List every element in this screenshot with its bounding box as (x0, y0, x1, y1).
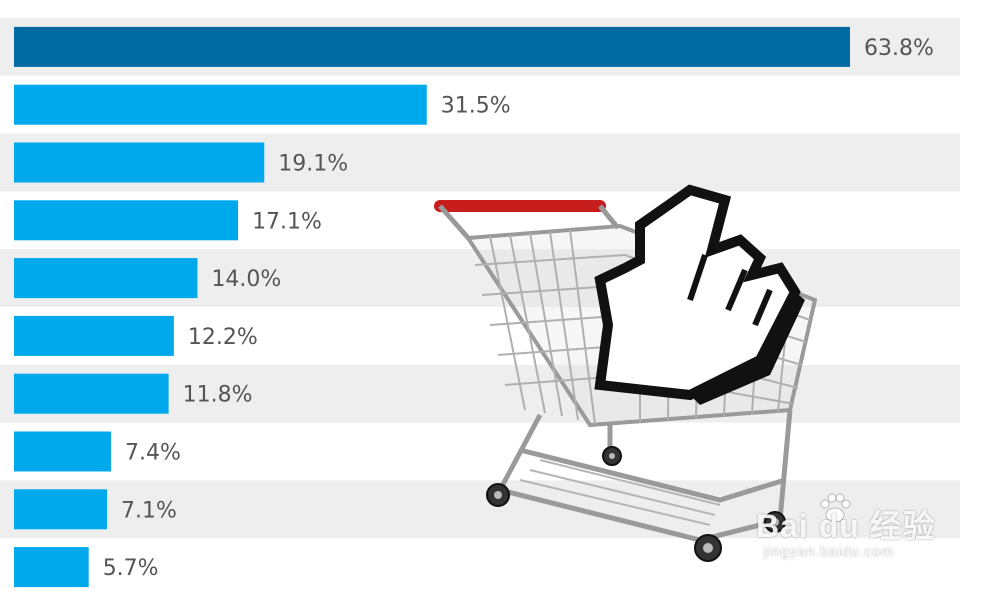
bar (14, 84, 427, 125)
bar (14, 200, 239, 241)
value-label: 31.5% (441, 94, 511, 119)
bar (14, 373, 169, 414)
bar (14, 315, 174, 356)
value-label: 7.1% (121, 498, 177, 523)
bar (14, 258, 198, 299)
value-label: 19.1% (278, 152, 348, 177)
bar (14, 142, 265, 183)
pointer-hand-icon (594, 184, 805, 405)
value-label: 12.2% (188, 325, 258, 350)
bar (14, 547, 89, 588)
value-label: 7.4% (125, 441, 181, 466)
value-label: 11.8% (183, 383, 253, 408)
row-band (0, 480, 960, 539)
value-label: 14.0% (211, 267, 281, 292)
bar (14, 489, 108, 530)
value-label: 63.8% (864, 36, 934, 61)
value-label: 5.7% (103, 556, 159, 581)
value-label: 17.1% (252, 209, 322, 234)
bar (14, 431, 111, 472)
bar (14, 26, 850, 67)
